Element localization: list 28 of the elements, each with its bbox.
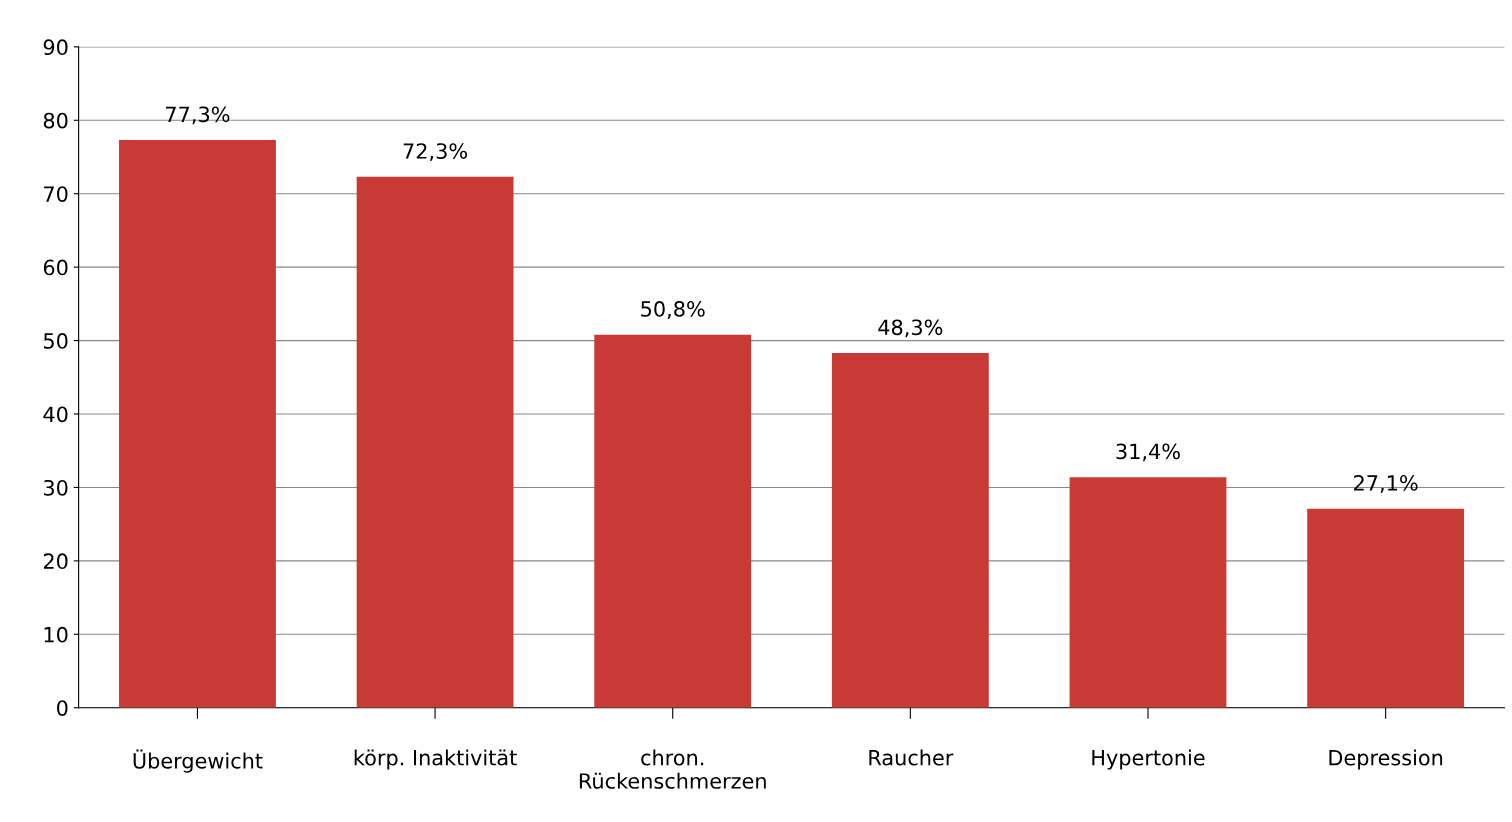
x-tick-label: Hypertonie xyxy=(1092,749,1205,770)
x-tick-label: Raucher xyxy=(869,749,954,766)
y-tick-label: 80 xyxy=(43,112,68,129)
data-label: 27,1% xyxy=(1354,475,1418,493)
data-label: 31,4% xyxy=(1116,443,1180,462)
bar xyxy=(831,353,989,708)
bar xyxy=(1069,477,1227,708)
y-tick-label: 20 xyxy=(43,553,68,570)
data-label: 50,8% xyxy=(641,301,705,319)
x-tick-label: Depression xyxy=(1329,749,1443,770)
y-tick-label: 90 xyxy=(43,39,68,56)
bar xyxy=(119,140,276,708)
data-label: 72,3% xyxy=(403,143,468,162)
bar xyxy=(594,334,752,708)
x-tick-label: chron. Rückenschmerzen xyxy=(579,749,766,789)
y-tick-label: 40 xyxy=(43,406,68,423)
y-tick-label: 30 xyxy=(43,479,68,496)
y-tick-label: 50 xyxy=(44,333,68,349)
y-tick-label: 60 xyxy=(43,259,68,276)
y-tick-label: 10 xyxy=(44,626,68,643)
y-tick-label: 0 xyxy=(57,700,68,716)
bar xyxy=(356,176,514,708)
y-tick-label: 70 xyxy=(44,186,68,202)
x-tick-label: Übergewicht xyxy=(133,749,263,773)
data-label: 77,3% xyxy=(166,106,230,125)
x-tick-label: körp. Inaktivität xyxy=(354,749,517,770)
bar xyxy=(1307,508,1465,708)
data-label: 48,3% xyxy=(878,319,943,338)
